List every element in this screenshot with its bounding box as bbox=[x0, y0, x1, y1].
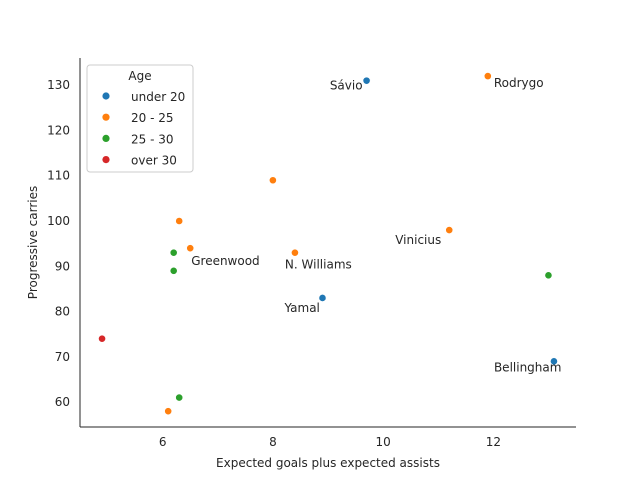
legend-marker bbox=[102, 92, 110, 100]
x-tick-label: 8 bbox=[269, 435, 277, 449]
data-point bbox=[175, 393, 184, 402]
legend-entry: 20 - 25 bbox=[131, 111, 174, 125]
data-point bbox=[362, 76, 371, 85]
data-point bbox=[544, 271, 553, 280]
legend-entry: over 30 bbox=[131, 154, 177, 168]
point-label: Rodrygo bbox=[494, 76, 544, 90]
data-point bbox=[169, 266, 178, 275]
point-label: Sávio bbox=[330, 79, 363, 93]
data-point bbox=[164, 407, 173, 416]
point-label: Vinicius bbox=[395, 233, 441, 247]
legend-marker bbox=[102, 156, 110, 164]
x-tick-label: 12 bbox=[486, 435, 501, 449]
y-axis-label: Progressive carries bbox=[26, 186, 40, 299]
data-point bbox=[445, 226, 454, 234]
data-point bbox=[268, 176, 277, 185]
data-point bbox=[169, 248, 178, 257]
y-tick-label: 60 bbox=[55, 395, 70, 409]
legend-title: Age bbox=[128, 69, 151, 83]
legend-marker bbox=[102, 113, 110, 121]
y-tick-label: 100 bbox=[47, 214, 70, 228]
data-point bbox=[318, 294, 327, 302]
data-point bbox=[186, 244, 195, 253]
x-axis-label: Expected goals plus expected assists bbox=[216, 456, 440, 470]
y-tick-label: 70 bbox=[55, 350, 70, 364]
x-tick-label: 6 bbox=[159, 435, 167, 449]
y-tick-label: 90 bbox=[55, 259, 70, 273]
data-point bbox=[175, 217, 184, 225]
data-point bbox=[483, 72, 492, 81]
axes bbox=[79, 58, 576, 428]
y-tick-label: 130 bbox=[47, 78, 70, 92]
y-tick-label: 110 bbox=[47, 169, 70, 183]
tick-labels: 6 8 10 12 60 70 80 90 100 110 120 130 bbox=[47, 78, 501, 449]
data-point bbox=[98, 334, 106, 343]
point-label: N. Williams bbox=[285, 258, 352, 272]
y-tick-label: 120 bbox=[47, 123, 70, 137]
point-label: Yamal bbox=[283, 301, 319, 315]
point-label: Bellingham bbox=[494, 360, 562, 374]
legend-frame bbox=[86, 64, 194, 173]
legend-marker bbox=[102, 134, 110, 142]
point-labels: Sávio Yamal Bellingham Rodrygo Vinicius Green… bbox=[191, 76, 561, 374]
data-point bbox=[291, 248, 299, 257]
x-tick-label: 10 bbox=[375, 435, 390, 449]
data-point bbox=[550, 357, 558, 366]
data-points bbox=[98, 72, 558, 416]
y-tick-label: 80 bbox=[55, 305, 70, 319]
legend-entry: under 20 bbox=[131, 90, 185, 104]
legend-entry: 25 - 30 bbox=[131, 132, 174, 146]
legend: Age under 20 20 - 25 25 - 30 over 30 bbox=[86, 64, 194, 173]
point-label: Greenwood bbox=[191, 254, 259, 268]
